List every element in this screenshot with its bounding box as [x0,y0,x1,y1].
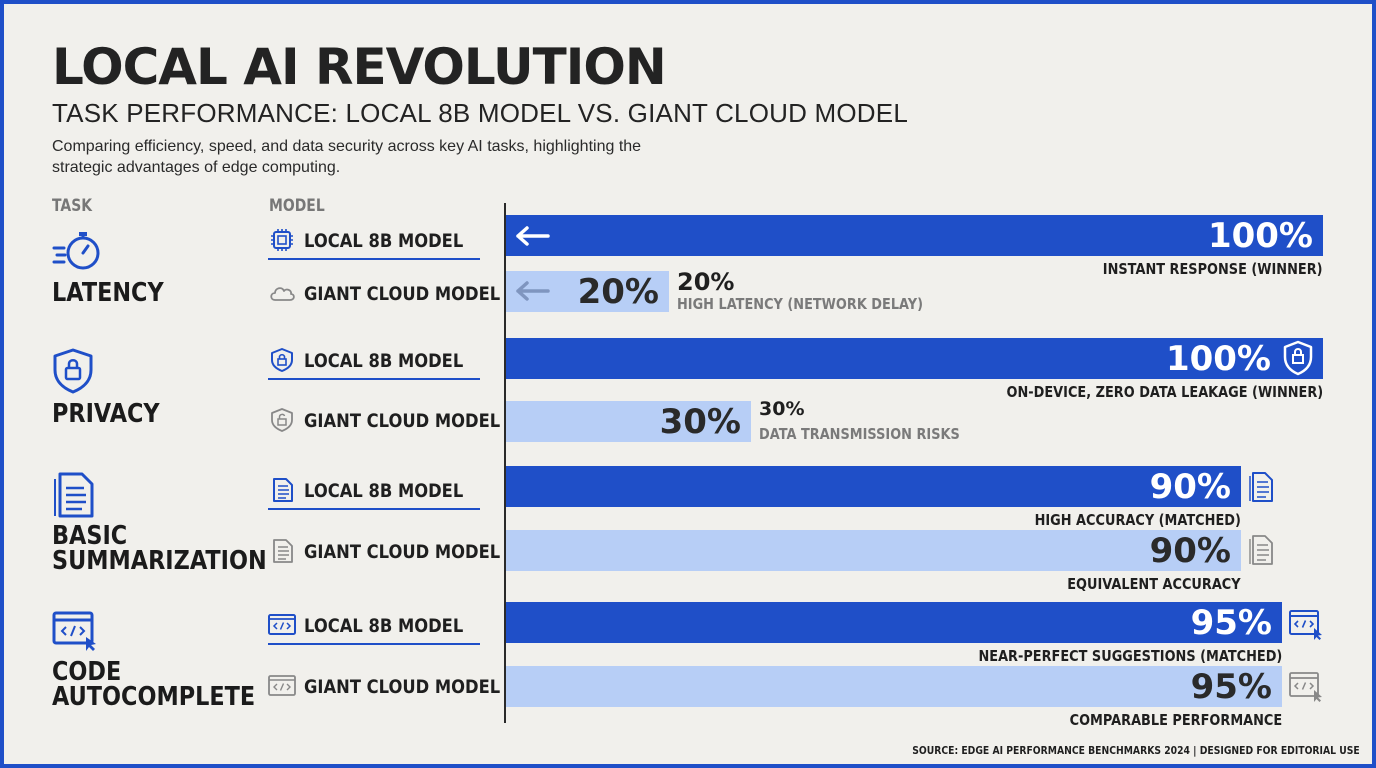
document-icon [54,472,94,518]
document-icon [273,478,293,502]
model-row-code-local: LOCAL 8B MODEL [268,605,480,645]
model-row-privacy-cloud: GIANT CLOUD MODEL [268,400,500,440]
shield-lock-icon [53,348,93,394]
page-description: Comparing efficiency, speed, and data se… [52,138,642,176]
note-privacy-cloud: DATA TRANSMISSION RISKS [759,425,960,443]
task-column-header: TASK [52,196,93,216]
shield-lock-icon [271,348,293,372]
value-label-latency-local: 100% [1207,216,1313,256]
value-label-code-local: 95% [1190,603,1272,643]
model-label: LOCAL 8B MODEL [304,615,464,637]
model-label: GIANT CLOUD MODEL [304,410,501,432]
bar-privacy-cloud [506,401,751,442]
stopwatch-icon [52,232,100,270]
note-summarization-local: HIGH ACCURACY (MATCHED) [1034,511,1241,529]
code-window-icon [52,611,96,651]
bar-privacy-local [506,338,1323,379]
page-subtitle: TASK PERFORMANCE: LOCAL 8B MODEL VS. GIA… [52,98,908,128]
model-label: LOCAL 8B MODEL [304,480,464,502]
chip-icon [271,229,293,251]
value-label-privacy-cloud: 30% [659,402,741,442]
arrow-left-icon [516,281,550,301]
task-label-latency: LATENCY [52,278,164,308]
value-annotation-privacy-cloud: 30% [759,398,805,420]
note-summarization-cloud: EQUIVALENT ACCURACY [1067,575,1241,593]
code-window-icon [268,614,296,635]
chart-axis [504,203,506,723]
note-privacy-local: ON-DEVICE, ZERO DATA LEAKAGE (WINNER) [1006,383,1323,401]
shield-lock-icon [1283,340,1313,376]
model-row-latency-cloud: GIANT CLOUD MODEL [268,273,500,313]
model-row-code-cloud: GIANT CLOUD MODEL [268,666,500,706]
bar-summarization-cloud [506,530,1241,571]
model-label: GIANT CLOUD MODEL [304,283,501,305]
document-icon [1249,472,1273,502]
bar-code-cloud [506,666,1282,707]
model-row-latency-local: LOCAL 8B MODEL [268,220,480,260]
task-label-code: CODE AUTOCOMPLETE [52,657,256,712]
note-code-cloud: COMPARABLE PERFORMANCE [1069,711,1282,729]
source-note: SOURCE: EDGE AI PERFORMANCE BENCHMARKS 2… [912,744,1360,757]
value-annotation-latency-cloud: 20% [677,268,735,296]
bar-code-local [506,602,1282,643]
note-latency-cloud: HIGH LATENCY (NETWORK DELAY) [677,295,924,313]
note-latency-local: INSTANT RESPONSE (WINNER) [1103,260,1323,278]
task-label-summarization: BASIC SUMMARIZATION [52,521,267,576]
model-row-summarization-local: LOCAL 8B MODEL [268,470,480,510]
unlocked-shield-icon [271,408,293,432]
value-label-summarization-cloud: 90% [1149,531,1231,571]
model-column-header: MODEL [269,196,325,216]
bar-summarization-local [506,466,1241,507]
value-label-code-cloud: 95% [1190,667,1272,707]
code-window-icon [268,675,296,696]
model-label: GIANT CLOUD MODEL [304,676,501,698]
task-label-privacy: PRIVACY [52,399,160,429]
page-title: LOCAL AI REVOLUTION [52,38,667,96]
bar-latency-local [506,215,1323,256]
model-row-summarization-cloud: GIANT CLOUD MODEL [268,531,500,571]
model-row-privacy-local: LOCAL 8B MODEL [268,340,480,380]
note-code-local: NEAR-PERFECT SUGGESTIONS (MATCHED) [978,647,1282,665]
document-icon [273,539,293,563]
model-label: GIANT CLOUD MODEL [304,541,501,563]
value-label-summarization-local: 90% [1149,467,1231,507]
code-window-icon [1289,610,1322,640]
value-label-privacy-local: 100% [1165,339,1271,379]
model-label: LOCAL 8B MODEL [304,230,464,252]
document-icon [1249,535,1273,565]
model-label: LOCAL 8B MODEL [304,350,464,372]
cloud-icon [270,287,295,301]
value-label-latency-cloud: 20% [577,272,659,312]
code-window-icon [1289,672,1322,702]
arrow-left-icon [516,226,550,246]
